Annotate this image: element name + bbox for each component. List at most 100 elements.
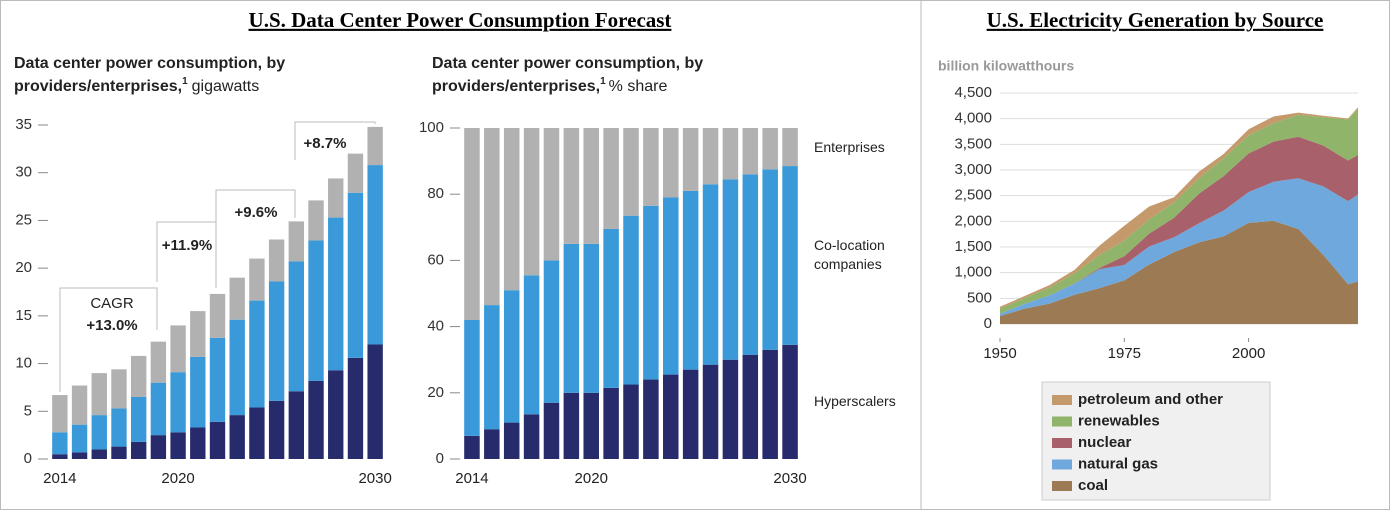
bar-segment [742, 354, 759, 459]
y-tick-label: 500 [967, 289, 992, 306]
bar-segment [782, 128, 798, 167]
y-tick-label: 3,000 [954, 161, 992, 178]
series-label-text: Hyperscalers [814, 393, 896, 410]
legend-swatch [1052, 416, 1072, 427]
bar-segment [722, 128, 739, 180]
bar-segment [229, 415, 245, 459]
x-tick-label: 2014 [455, 470, 488, 487]
bar-segment [308, 240, 324, 381]
bar-segment [170, 432, 186, 459]
bar-segment [52, 432, 68, 455]
bar-segment [603, 228, 619, 388]
legend-swatch [1052, 438, 1072, 448]
bar-segment [583, 128, 599, 244]
panel-title: U.S. Electricity Generation by Source [987, 8, 1324, 32]
legend-label: coal [1078, 477, 1108, 494]
bar-segment [742, 174, 759, 355]
bar-segment [464, 128, 480, 320]
y-tick-label: 30 [15, 164, 32, 181]
x-tick-label: 2014 [43, 470, 76, 487]
x-tick-label: 2020 [575, 470, 608, 487]
bar-segment [328, 370, 344, 459]
bar-segment [209, 421, 226, 459]
bar-segment [702, 184, 719, 365]
bar-segment [503, 290, 520, 423]
y-tick-label: 1,000 [954, 264, 992, 281]
bar-segment [71, 385, 88, 425]
bar-segment [543, 260, 560, 403]
bar-segment [663, 374, 679, 459]
bar-segment [762, 128, 778, 170]
subtitle: Data center power consumption, by [432, 55, 703, 72]
bar-segment [367, 126, 383, 166]
bar-segment [623, 128, 639, 216]
y-tick-label: 40 [427, 318, 444, 335]
y-tick-label: 20 [427, 384, 444, 401]
bar-segment [503, 128, 520, 291]
bar-segment [249, 300, 265, 408]
bar-segment [249, 407, 265, 459]
annotation: +11.9% [162, 237, 212, 254]
y-tick-label: 60 [427, 251, 444, 268]
bar-segment [523, 414, 540, 459]
bar-segment [484, 305, 500, 430]
bar-segment [563, 392, 580, 459]
y-tick-label: 2,500 [954, 187, 992, 204]
bar-segment [464, 435, 480, 459]
bar-segment [268, 400, 285, 459]
x-tick-label: 1975 [1108, 345, 1141, 362]
bar-segment [91, 415, 107, 450]
bar-segment [347, 192, 364, 358]
bar-segment [367, 165, 383, 345]
bar-segment [229, 319, 245, 416]
bar-segment [150, 382, 167, 436]
bar-segment [583, 392, 599, 459]
bar-segment [288, 221, 305, 262]
bar-segment [643, 128, 659, 206]
y-tick-label: 100 [419, 119, 444, 136]
series-label: Co-location companies [814, 237, 885, 273]
area [1000, 108, 1358, 314]
bar-segment [347, 153, 364, 193]
bar-segment [71, 424, 88, 453]
cagr-brackets [59, 121, 376, 392]
bar-segment [623, 384, 639, 459]
x-tick-label: 2030 [358, 470, 391, 487]
subtitle: providers/enterprises,1% share [432, 76, 667, 96]
y-tick-label: 15 [15, 307, 32, 324]
legend-label: petroleum and other [1078, 391, 1223, 408]
y-tick-label: 25 [15, 211, 32, 228]
y-tick-label: 4,500 [954, 84, 992, 101]
y-tick-label: 10 [15, 355, 32, 372]
series-label-text: Co-location companies [814, 237, 885, 273]
bar-segment [464, 319, 480, 436]
bar-segment [722, 359, 739, 459]
bar-segment [643, 379, 659, 459]
bar-segment [209, 337, 226, 422]
bar-segment [130, 441, 147, 459]
legend-label: renewables [1078, 412, 1160, 429]
bar-segment [603, 387, 619, 459]
x-tick-label: 1950 [983, 345, 1016, 362]
bar-segment [623, 215, 639, 385]
subtitle: Data center power consumption, by [14, 55, 285, 72]
bar-segment [503, 422, 520, 459]
bar-segment [130, 355, 147, 397]
bar-segment [150, 341, 167, 383]
area [1000, 178, 1358, 317]
bar-segment [249, 258, 265, 301]
legend-label: natural gas [1078, 455, 1158, 472]
y-tick-label: 0 [24, 450, 32, 467]
legend-box [1041, 381, 1271, 501]
bar-segment [563, 243, 580, 393]
bar-segment [523, 275, 540, 415]
annotation: +9.6% [235, 204, 278, 221]
bar-segment [762, 349, 778, 459]
y-tick-label: 80 [427, 185, 444, 202]
bar-segment [52, 454, 68, 459]
bar-segment [663, 197, 679, 375]
x-tick-label: 2000 [1232, 345, 1265, 362]
bar-segment [308, 380, 324, 459]
bar-segment [268, 239, 285, 282]
